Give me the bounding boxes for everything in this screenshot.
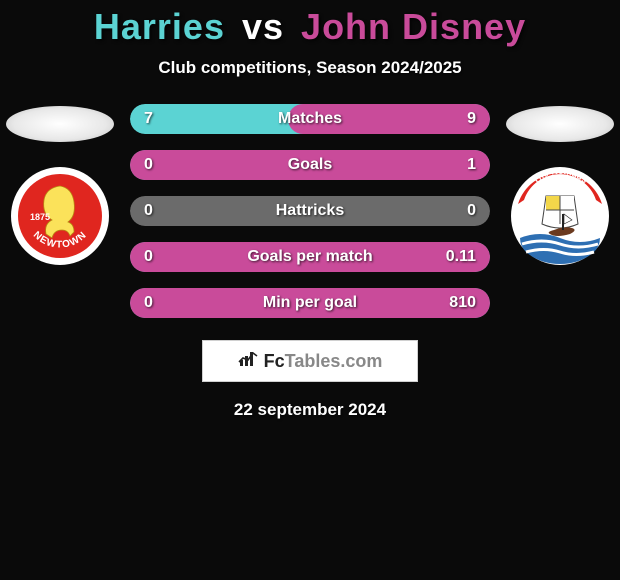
main-row: 1875 NEWTOWN 7Matches90Goals10Hattricks0… bbox=[0, 104, 620, 334]
stat-row: 7Matches9 bbox=[130, 104, 490, 134]
player1-crest: 1875 NEWTOWN bbox=[10, 166, 110, 266]
player2-avatar bbox=[506, 106, 614, 142]
stat-value-right: 0 bbox=[467, 196, 476, 226]
page-title: Harries vs John Disney bbox=[0, 6, 620, 48]
brand-prefix: Fc bbox=[264, 351, 285, 371]
brand-suffix: Tables.com bbox=[285, 351, 383, 371]
stat-value-right: 9 bbox=[467, 104, 476, 134]
player2-name: John Disney bbox=[301, 6, 526, 47]
player1-avatar bbox=[6, 106, 114, 142]
stats-panel: 7Matches90Goals10Hattricks00Goals per ma… bbox=[120, 104, 500, 334]
stat-value-right: 0.11 bbox=[446, 242, 476, 272]
stat-label: Goals per match bbox=[130, 242, 490, 272]
stat-row: 0Goals per match0.11 bbox=[130, 242, 490, 272]
comparison-card: Harries vs John Disney Club competitions… bbox=[0, 0, 620, 420]
right-side: The Nomads bbox=[500, 104, 620, 266]
stat-value-right: 1 bbox=[467, 150, 476, 180]
stat-row: 0Hattricks0 bbox=[130, 196, 490, 226]
subtitle: Club competitions, Season 2024/2025 bbox=[0, 58, 620, 78]
svg-text:1875: 1875 bbox=[30, 212, 50, 222]
stat-value-right: 810 bbox=[449, 288, 476, 318]
stat-row: 0Min per goal810 bbox=[130, 288, 490, 318]
stat-label: Min per goal bbox=[130, 288, 490, 318]
stat-label: Matches bbox=[130, 104, 490, 134]
chart-icon bbox=[238, 350, 258, 373]
stat-label: Goals bbox=[130, 150, 490, 180]
player1-name: Harries bbox=[94, 6, 225, 47]
left-side: 1875 NEWTOWN bbox=[0, 104, 120, 266]
brand-badge[interactable]: FcTables.com bbox=[202, 340, 418, 382]
brand-text: FcTables.com bbox=[264, 351, 383, 372]
player2-crest: The Nomads bbox=[510, 166, 610, 266]
stat-label: Hattricks bbox=[130, 196, 490, 226]
vs-text: vs bbox=[242, 6, 284, 47]
stat-row: 0Goals1 bbox=[130, 150, 490, 180]
date-text: 22 september 2024 bbox=[0, 400, 620, 420]
